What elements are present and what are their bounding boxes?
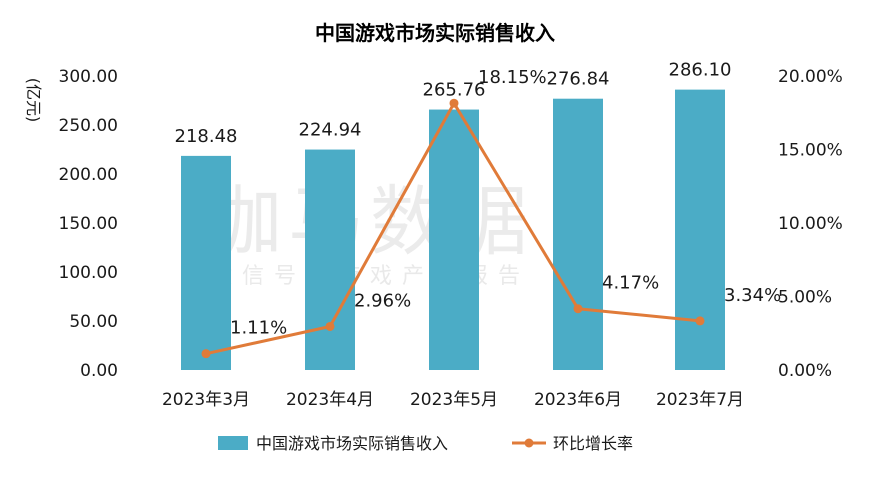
line-series [201,98,705,359]
y-tick-label: 300.00 [59,67,118,87]
y2-axis-ticks: 0.00% 5.00% 10.00% 15.00% 20.00% [778,67,843,381]
y2-tick-label: 15.00% [778,141,843,161]
line-point [695,316,705,326]
line-data-label: 3.34% [724,285,781,306]
line-point [449,98,459,108]
bar-series [181,89,725,370]
legend-label-bar: 中国游戏市场实际销售收入 [256,434,448,453]
legend-label-line: 环比增长率 [553,434,633,453]
line-data-label: 2.96% [354,290,411,311]
bar-data-label: 276.84 [547,69,610,90]
x-tick-label: 2023年7月 [656,390,744,410]
bar [675,89,725,370]
y-axis-unit: (亿元) [24,78,43,123]
x-tick-label: 2023年6月 [534,390,622,410]
legend: 中国游戏市场实际销售收入 环比增长率 [218,434,633,453]
line-point [325,321,335,331]
bar [553,98,603,370]
y-tick-label: 50.00 [69,312,118,332]
bar-data-label: 224.94 [299,120,362,141]
y-tick-label: 150.00 [59,214,118,234]
bar [305,149,355,370]
legend-swatch-bar [218,436,248,450]
y-tick-label: 200.00 [59,165,118,185]
bar [181,155,231,370]
y-tick-label: 100.00 [59,263,118,283]
legend-swatch-marker [524,438,534,448]
line-data-label: 4.17% [602,273,659,294]
bar-data-label: 286.10 [669,60,732,81]
y-tick-label: 250.00 [59,116,118,136]
x-tick-label: 2023年5月 [410,390,498,410]
line-data-label: 1.11% [230,318,287,339]
line-data-label: 18.15% [478,67,547,88]
line-point [573,304,583,314]
x-tick-label: 2023年4月 [286,390,374,410]
y2-tick-label: 5.00% [778,288,832,308]
x-axis-ticks: 2023年3月 2023年4月 2023年5月 2023年6月 2023年7月 [162,390,744,410]
line-point [201,349,211,359]
bar-data-label: 265.76 [423,80,486,101]
y-tick-label: 0.00 [80,361,118,381]
watermark-sub: 微信号：游戏产业报告 [210,264,530,289]
bar [429,109,479,370]
watermark: 伽马数据 微信号：游戏产业报告 [206,177,530,289]
y2-tick-label: 10.00% [778,214,843,234]
y2-tick-label: 0.00% [778,361,832,381]
chart-title: 中国游戏市场实际销售收入 [315,21,555,45]
y-axis-ticks: 0.00 50.00 100.00 150.00 200.00 250.00 300.00 [59,67,118,381]
bar-labels: 218.48 224.94 265.76 276.84 286.10 [175,60,732,147]
line-labels: 1.11% 2.96% 18.15% 4.17% 3.34% [230,67,781,338]
bar-data-label: 218.48 [175,126,238,147]
y2-tick-label: 20.00% [778,67,843,87]
x-tick-label: 2023年3月 [162,390,250,410]
